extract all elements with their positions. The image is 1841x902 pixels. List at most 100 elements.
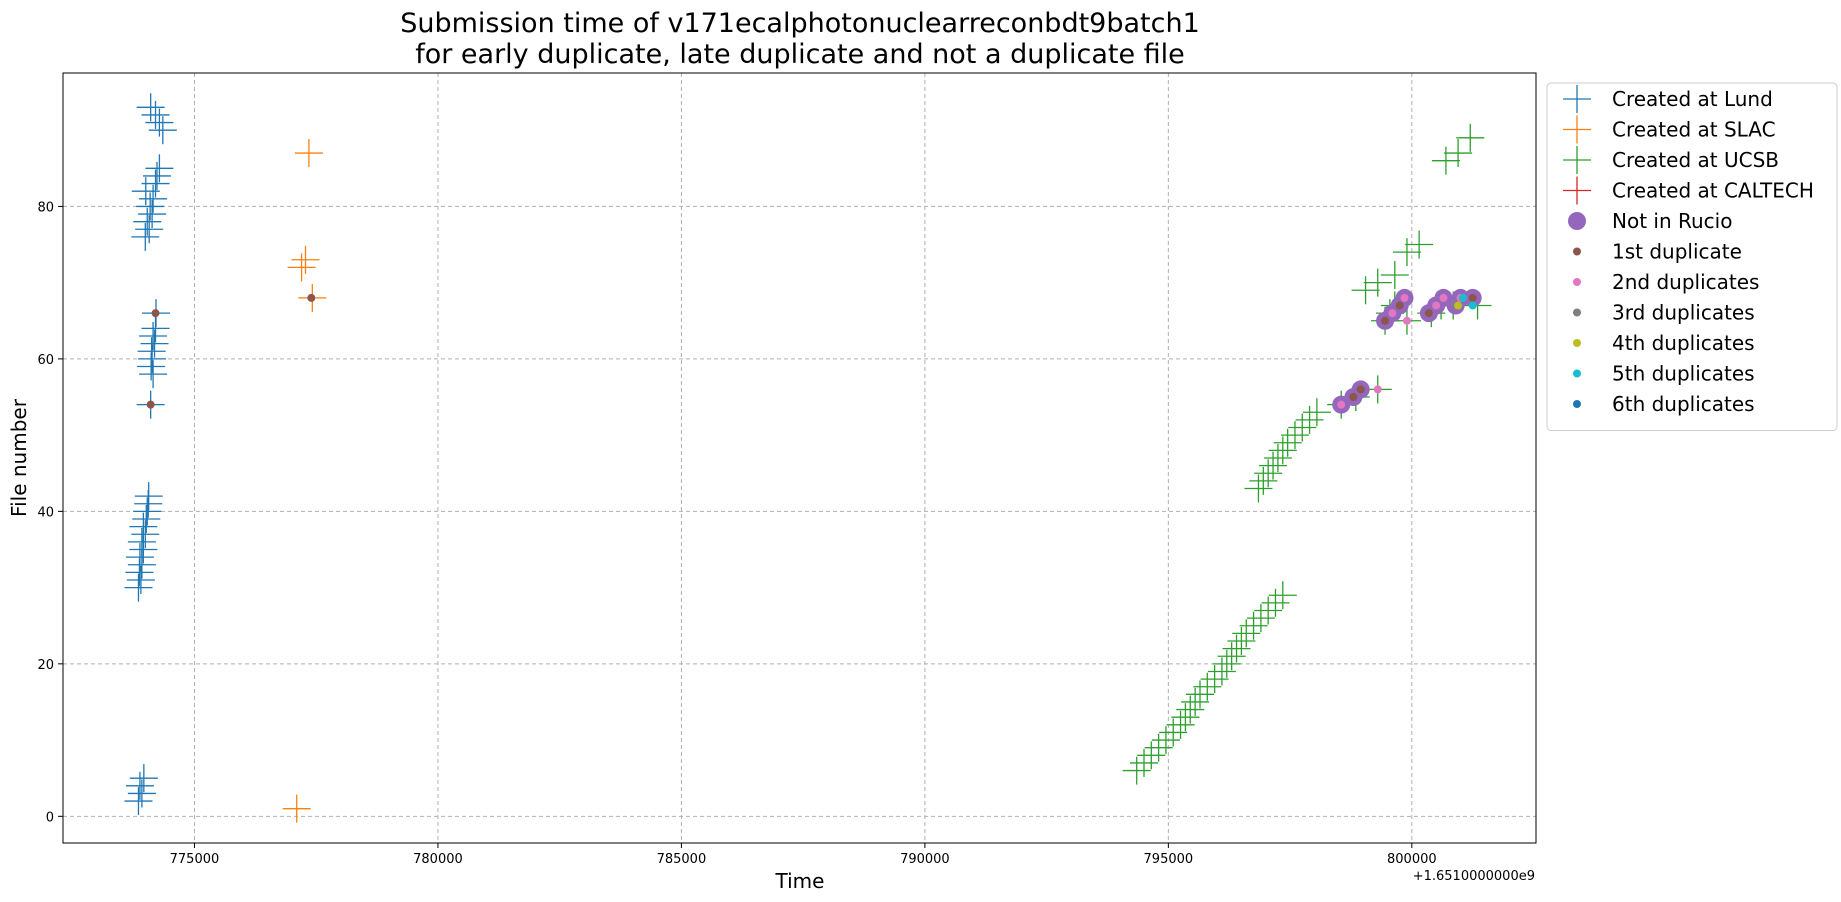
data-point xyxy=(1246,604,1275,633)
data-point xyxy=(133,497,162,526)
data-point xyxy=(1456,123,1485,152)
legend-label: 4th duplicates xyxy=(1612,331,1755,355)
data-point xyxy=(1217,642,1246,671)
legend-entry: Created at CALTECH xyxy=(1563,176,1814,205)
chart-title-line-1: Submission time of v171ecalphotonuclearr… xyxy=(400,8,1200,39)
data-point xyxy=(1227,626,1256,655)
data-point xyxy=(1254,596,1283,625)
data-point xyxy=(1405,230,1434,259)
data-point xyxy=(148,116,177,145)
chart-title: Submission time of v171ecalphotonuclearr… xyxy=(400,8,1200,70)
legend-marker xyxy=(1573,400,1581,408)
data-point xyxy=(1444,139,1473,168)
data-point xyxy=(1254,459,1283,488)
legend-marker xyxy=(1563,176,1591,205)
data-point xyxy=(1439,293,1448,302)
y-tick-label: 40 xyxy=(37,505,54,520)
data-point xyxy=(1268,581,1297,610)
y-tick-label: 60 xyxy=(37,353,54,368)
data-point xyxy=(139,184,168,213)
data-point xyxy=(129,512,158,541)
legend-entry: Created at Lund xyxy=(1563,85,1773,113)
legend-marker xyxy=(1573,278,1581,286)
data-point xyxy=(1302,398,1331,427)
legend-label: 2nd duplicates xyxy=(1612,270,1759,294)
data-point xyxy=(125,543,154,572)
data-point xyxy=(127,527,156,556)
data-point xyxy=(1400,293,1409,302)
data-point xyxy=(1137,741,1166,770)
data-point xyxy=(1392,238,1421,267)
data-point xyxy=(1295,405,1324,434)
data-point xyxy=(1144,733,1173,762)
x-axis-label: Time xyxy=(775,869,825,893)
legend-label: 3rd duplicates xyxy=(1612,301,1755,325)
legend-entry: 3rd duplicates xyxy=(1573,301,1755,325)
data-point xyxy=(1222,634,1251,663)
legend-frame xyxy=(1546,82,1838,431)
data-point xyxy=(282,794,311,823)
data-point xyxy=(146,400,155,409)
legend-entry: 5th duplicates xyxy=(1573,362,1755,386)
legend-marker xyxy=(1563,85,1591,113)
legend-marker xyxy=(1573,308,1581,317)
data-point xyxy=(307,293,316,302)
data-point xyxy=(1432,301,1441,310)
legend-marker xyxy=(1573,339,1581,347)
data-point xyxy=(145,154,174,183)
y-tick-label: 20 xyxy=(37,658,54,673)
legend-entry: 4th duplicates xyxy=(1573,331,1755,355)
series-4th-duplicates xyxy=(1454,301,1463,310)
legend-entry: 2nd duplicates xyxy=(1573,270,1759,294)
data-point xyxy=(1261,588,1290,617)
data-point xyxy=(1176,695,1205,724)
data-point xyxy=(1249,466,1278,495)
data-point xyxy=(1263,444,1292,472)
grid xyxy=(63,73,1536,843)
series-created-at-ucsb xyxy=(1122,123,1492,785)
x-tick-label: 775000 xyxy=(170,852,220,867)
data-point xyxy=(1402,316,1411,325)
x-tick-label: 780000 xyxy=(413,852,463,867)
legend-label: Created at Lund xyxy=(1612,87,1773,111)
data-point xyxy=(1468,301,1477,310)
data-point xyxy=(134,482,163,511)
data-point xyxy=(1337,400,1346,409)
data-point xyxy=(1159,718,1188,747)
data-point xyxy=(133,207,162,236)
data-point xyxy=(124,787,153,816)
legend-marker xyxy=(1568,212,1586,230)
legend-entry: 1st duplicate xyxy=(1573,240,1742,264)
data-point xyxy=(125,771,154,800)
data-point xyxy=(141,169,170,198)
data-point xyxy=(1380,261,1409,290)
legend-label: Created at UCSB xyxy=(1612,148,1779,172)
data-point xyxy=(1186,680,1215,709)
data-point xyxy=(132,504,161,533)
data-point xyxy=(1212,649,1241,678)
x-tick-label: 785000 xyxy=(657,852,707,867)
data-point xyxy=(1181,687,1210,716)
plot-marks xyxy=(124,93,1492,823)
data-point xyxy=(1288,413,1317,442)
axis-ticks: 775000 780000 785000 790000 795000 800000 0 20 4… xyxy=(37,200,1436,867)
data-point xyxy=(1151,726,1180,755)
data-point xyxy=(141,100,170,129)
data-point xyxy=(1395,301,1404,310)
legend-label: 1st duplicate xyxy=(1612,240,1742,264)
data-point xyxy=(140,329,169,358)
data-point xyxy=(1171,703,1200,732)
data-point xyxy=(138,200,167,229)
data-point xyxy=(287,253,316,282)
legend: Created at Lund Created at SLAC Created at… xyxy=(1546,82,1838,431)
data-point xyxy=(137,337,166,366)
data-point xyxy=(127,779,156,808)
legend-marker xyxy=(1573,247,1581,256)
data-point xyxy=(1351,276,1380,305)
data-point xyxy=(126,565,155,594)
data-point xyxy=(291,245,320,274)
data-point xyxy=(1130,748,1159,777)
data-point xyxy=(1458,293,1467,302)
data-point xyxy=(131,222,160,251)
